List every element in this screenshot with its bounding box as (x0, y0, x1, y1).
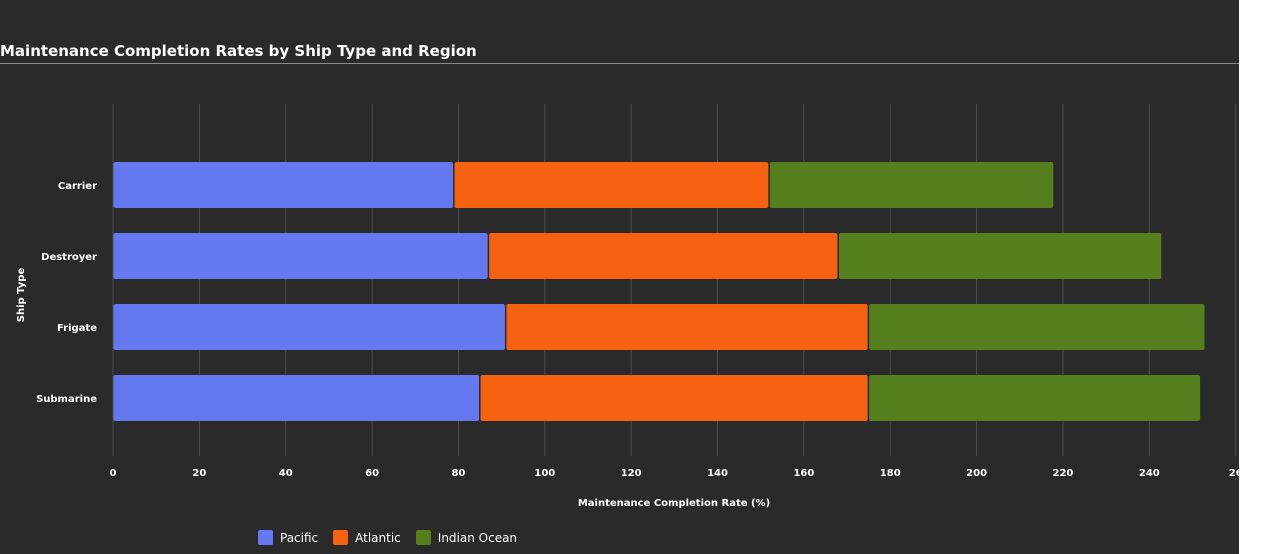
y-category-label: Submarine (36, 394, 97, 405)
x-tick-label: 20 (192, 468, 206, 479)
x-tick-label: 0 (110, 468, 117, 479)
x-tick-label: 26 (1229, 468, 1239, 479)
y-category-label: Carrier (58, 181, 97, 192)
bar-pacific-frigate[interactable] (113, 304, 505, 350)
bar-atlantic-carrier[interactable] (454, 162, 769, 208)
chart-title: Maintenance Completion Rates by Ship Typ… (0, 42, 477, 60)
y-category-label: Frigate (57, 323, 97, 334)
y-axis-title: Ship Type (16, 268, 27, 323)
legend: Pacific Atlantic Indian Ocean (258, 530, 517, 545)
bar-pacific-submarine[interactable] (113, 375, 480, 421)
x-tick-label: 60 (365, 468, 379, 479)
legend-item[interactable]: Indian Ocean (415, 530, 518, 545)
x-tick-label: 80 (451, 468, 465, 479)
x-tick-label: 140 (707, 468, 728, 479)
chart-plot: 0 20 40 60 80 100 120 140 160 180 200 220 240 26 Carr… (16, 104, 1239, 509)
x-tick-labels: 0 20 40 60 80 100 120 140 160 180 200 220 240 26 (110, 468, 1239, 479)
x-tick-label: 120 (621, 468, 642, 479)
bar-indian-ocean-submarine[interactable] (869, 375, 1201, 421)
bar-indian-ocean-carrier[interactable] (769, 162, 1054, 208)
bar-indian-ocean-destroyer[interactable] (838, 233, 1162, 279)
legend-label: Atlantic (355, 530, 401, 545)
x-tick-label: 100 (534, 468, 555, 479)
bar-atlantic-frigate[interactable] (506, 304, 868, 350)
x-tick-label: 180 (880, 468, 901, 479)
x-tick-label: 200 (966, 468, 987, 479)
x-tick-label: 220 (1053, 468, 1074, 479)
legend-item[interactable]: Atlantic (333, 530, 401, 545)
legend-swatch (333, 530, 349, 545)
bar-atlantic-destroyer[interactable] (489, 233, 838, 279)
title-divider (0, 63, 1239, 64)
chart-panel: Maintenance Completion Rates by Ship Typ… (0, 0, 1239, 554)
legend-label: Indian Ocean (437, 530, 518, 545)
x-tick-label: 40 (279, 468, 293, 479)
bar-pacific-destroyer[interactable] (113, 233, 488, 279)
legend-label: Pacific (280, 530, 319, 545)
x-tick-label: 240 (1139, 468, 1160, 479)
x-tick-label: 160 (793, 468, 814, 479)
legend-swatch (258, 530, 273, 545)
bar-atlantic-submarine[interactable] (480, 375, 868, 421)
bars (113, 162, 1205, 421)
y-category-label: Destroyer (41, 252, 97, 263)
legend-swatch (415, 530, 431, 545)
x-axis-title: Maintenance Completion Rate (%) (578, 498, 770, 509)
legend-item[interactable]: Pacific (258, 530, 318, 545)
y-category-labels: Carrier Destroyer Frigate Submarine (36, 181, 97, 405)
bar-pacific-carrier[interactable] (113, 162, 454, 208)
bar-indian-ocean-frigate[interactable] (869, 304, 1205, 350)
